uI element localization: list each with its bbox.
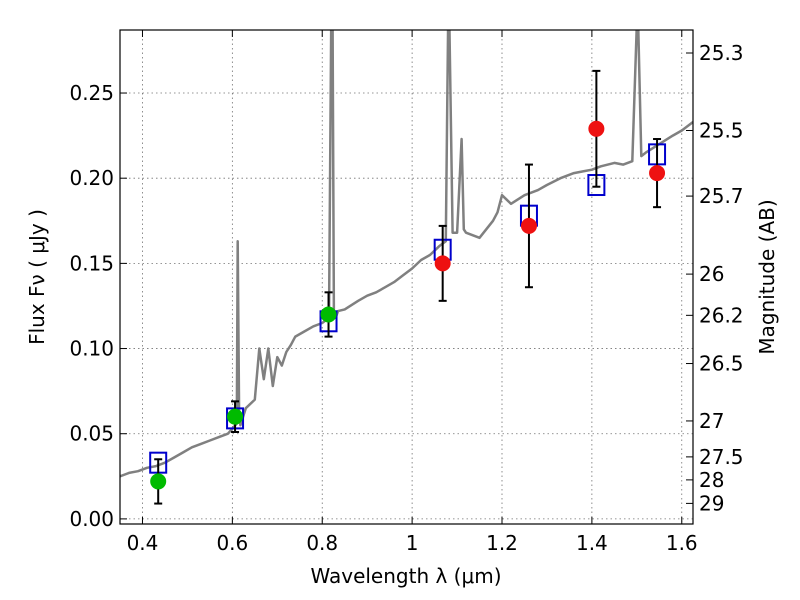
x-tick-labels: 0.4 0.6 0.8 1 1.2 1.4 1.6 — [127, 531, 698, 555]
magnitude-tick-label: 27.5 — [699, 445, 744, 469]
magnitude-tick-label: 26.2 — [699, 303, 744, 327]
data-point — [588, 120, 605, 137]
y-tick-label: 0.10 — [69, 337, 114, 361]
magnitude-tick-label: 26 — [699, 262, 724, 286]
plot-frame — [119, 29, 694, 525]
y-tick-label: 0.20 — [69, 166, 114, 190]
axis-ticks — [120, 30, 693, 524]
magnitude-tick-label: 29 — [699, 491, 724, 515]
data-point — [520, 217, 537, 234]
magnitude-tick-label: 25.3 — [699, 41, 744, 65]
spectrum-line — [120, 30, 693, 478]
data-point — [434, 255, 451, 272]
data-markers — [149, 69, 667, 505]
y-axis-title-left: Flux Fν ( μJy ) — [25, 209, 49, 345]
x-axis-title: Wavelength λ (μm) — [310, 564, 501, 588]
x-tick-label: 0.8 — [306, 531, 338, 555]
magnitude-tick-label: 25.5 — [699, 119, 744, 143]
x-tick-label: 1 — [406, 531, 419, 555]
magnitude-tick-label: 28 — [699, 468, 724, 492]
grid-lines — [120, 30, 693, 524]
magnitude-tick-label: 27 — [699, 409, 724, 433]
data-point — [150, 473, 167, 490]
plot-area — [120, 30, 693, 524]
y-tick-label: 0.00 — [69, 507, 114, 531]
data-point — [227, 408, 244, 425]
x-tick-label: 0.4 — [127, 531, 159, 555]
x-tick-label: 1.2 — [486, 531, 518, 555]
x-tick-label: 1.4 — [576, 531, 608, 555]
x-tick-label: 1.6 — [666, 531, 698, 555]
y-tick-labels: 0.00 0.05 0.10 0.15 0.20 0.25 — [69, 81, 114, 531]
y-axis-title-right: Magnitude (AB) — [755, 199, 779, 354]
plot-series — [120, 30, 693, 478]
magnitude-tick-label: 25.7 — [699, 184, 744, 208]
y-tick-label: 0.05 — [69, 422, 114, 446]
magnitude-tick-label: 26.5 — [699, 352, 744, 376]
x-tick-label: 0.6 — [216, 531, 248, 555]
data-point — [320, 306, 337, 323]
y-tick-label: 0.15 — [69, 251, 114, 275]
data-point — [649, 165, 666, 182]
y-tick-label: 0.25 — [69, 81, 114, 105]
